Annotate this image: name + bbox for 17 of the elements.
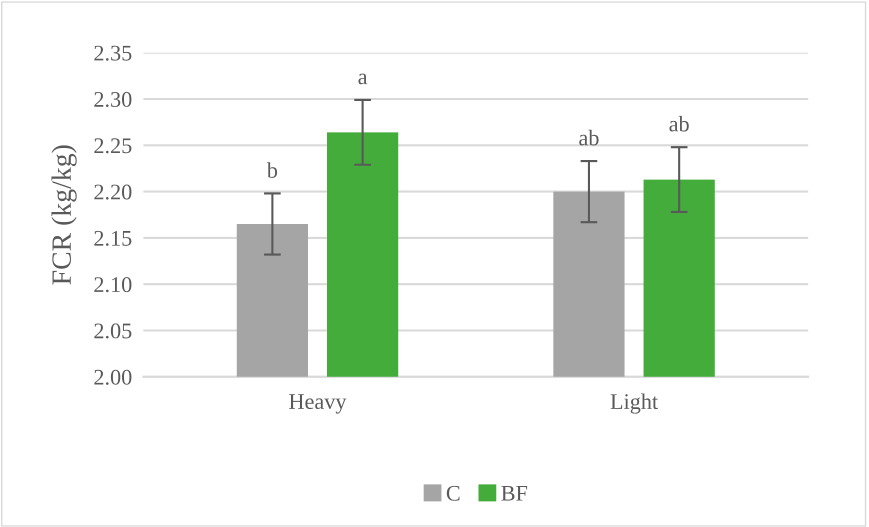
y-tick-label: 2.05: [94, 323, 132, 339]
legend-label: BF: [501, 486, 528, 501]
y-tick-label: 2.00: [94, 370, 132, 385]
y-tick-label: 2.25: [94, 138, 132, 154]
x-tick-label: Light: [610, 393, 658, 414]
y-tick-label: 2.10: [94, 277, 132, 292]
x-tick-label: Heavy: [289, 394, 346, 414]
y-tick-label: 2.15: [94, 230, 132, 246]
y-tick-label: 2.20: [94, 184, 132, 200]
annotation: b: [266, 162, 278, 178]
y-tick-label: 2.30: [94, 92, 132, 108]
annotation: a: [358, 74, 368, 84]
legend-label: C: [446, 486, 460, 501]
annotation: ab: [579, 130, 599, 146]
y-axis-title: FCR (kg/kg): [51, 145, 77, 285]
annotation: ab: [669, 116, 689, 132]
y-tick-label: 2.35: [94, 46, 132, 61]
